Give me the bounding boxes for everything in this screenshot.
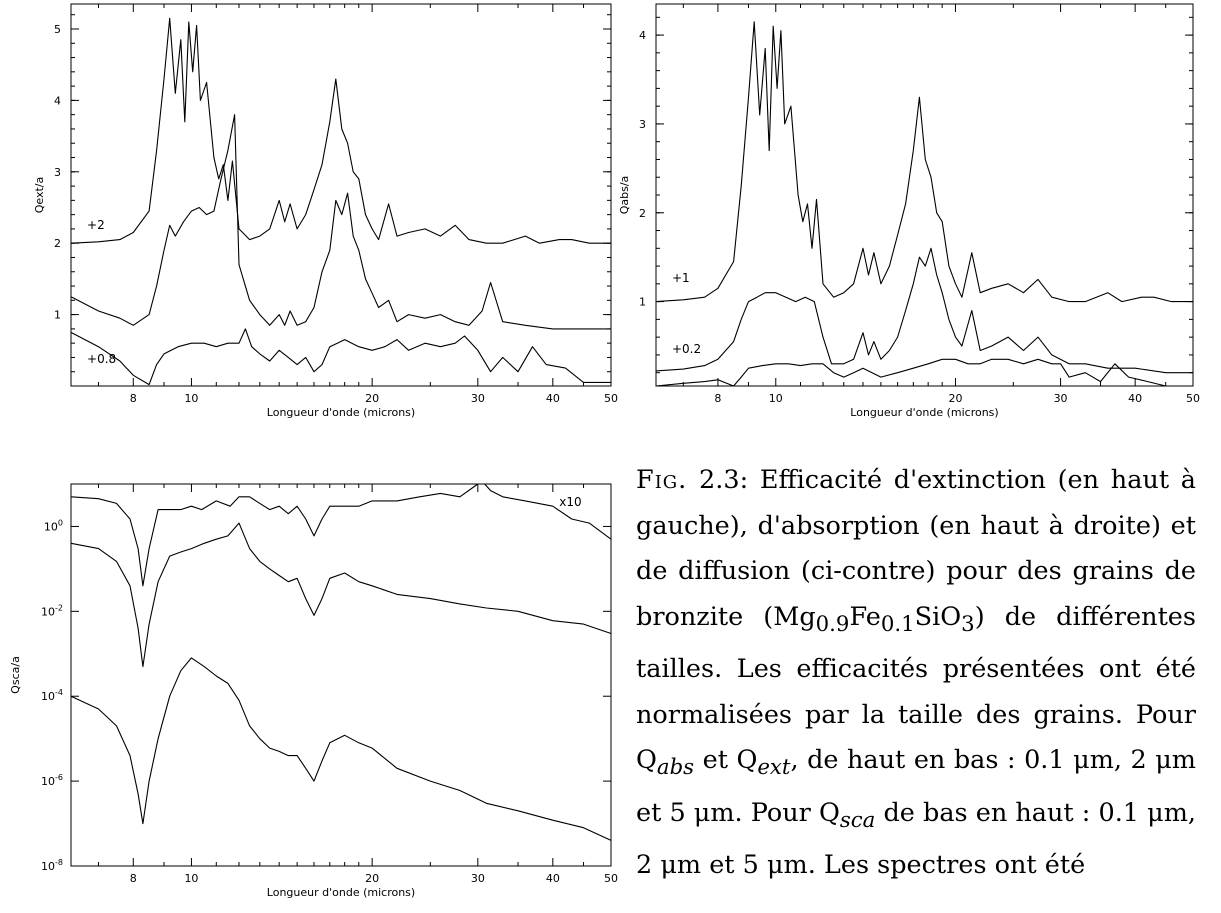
abs-x-tick-label: 40 [1128,392,1142,405]
ext-x-tick-label: 40 [546,392,560,405]
sca-y-axis-label: Qsca/a [9,656,22,694]
ext-y-tick-label: 2 [54,237,61,250]
abs-y-tick-label: 1 [639,296,646,309]
abs-series-2-line [655,247,1193,374]
ext-annotation: +2 [87,218,105,232]
caption-sub: abs [656,755,695,781]
figure-caption: Fig. 2.3: Efficacité d'extinction (en ha… [636,458,1196,889]
sca-x-tick-label: 30 [471,872,485,885]
ext-y-axis-label: Qext/a [33,177,46,214]
abs-x-tick-label: 8 [714,392,721,405]
sca-x-tick-label: 20 [365,872,379,885]
caption-text: de bas en haut : 0.1 μm, 2 μm et 5 μm. L… [636,797,1196,881]
ext-x-tick-label: 30 [471,392,485,405]
ext-x-axis-label: Longueur d'onde (microns) [267,406,415,419]
abs-annotation: +1 [672,271,690,285]
sca-y-tick-label: 10-8 [41,858,63,873]
ext-y-tick-label: 5 [54,23,61,36]
ext-series-1-line [70,17,611,244]
ext-y-tick-label: 3 [54,166,61,179]
sca-x-tick-label: 40 [546,872,560,885]
sca-y-tick-label: 10-6 [41,773,63,788]
abs-plot-frame [655,3,1194,387]
sca-x-tick-label: 50 [604,872,618,885]
ext-x-tick-label: 20 [365,392,379,405]
abs-x-tick-label: 20 [948,392,962,405]
ext-x-tick-label: 50 [604,392,618,405]
abs-x-tick-label: 50 [1186,392,1200,405]
caption-text: Efficacité d'extinction (en haut à gauch… [636,465,1197,632]
caption-text: Fe [849,601,881,632]
ext-annotation: +0.8 [87,352,116,366]
abs-series-3-line [655,358,1193,387]
abs-y-tick-label: 2 [639,207,646,220]
sca-y-tick-label: 10-2 [41,603,63,618]
sca-series-2-line [70,522,612,668]
sca-x-tick-label: 8 [130,872,137,885]
sca-y-tick-label: 100 [44,518,63,533]
sca-annotation: x10 [559,495,581,509]
abs-x-tick-label: 10 [769,392,783,405]
caption-sub: 3 [961,611,975,637]
abs-x-tick-label: 30 [1054,392,1068,405]
abs-y-tick-label: 4 [639,29,646,42]
caption-sub: ext [757,755,791,781]
caption-sub: 0.1 [880,611,915,637]
abs-y-tick-label: 3 [639,118,646,131]
ext-x-tick-label: 8 [130,392,137,405]
caption-text: et Q [694,745,758,776]
sca-series-3-line [70,657,612,841]
sca-y-tick-label: 10-4 [41,688,63,703]
abs-annotation: +0.2 [672,342,701,356]
abs-y-axis-label: Qabs/a [618,176,631,215]
caption-sub: sca [839,807,876,833]
caption-fig-label: Fig. [636,465,688,495]
ext-series-3-line [70,328,611,386]
caption-fig-number: 2.3: [699,465,749,495]
caption-text: , de haut en bas : 0.1 μm, 2 μm et 5 μm.… [636,745,1196,828]
sca-plot-frame [70,483,612,867]
abs-series-1-line [655,21,1193,303]
abs-x-axis-label: Longueur d'onde (microns) [850,406,998,419]
caption-sub: 0.9 [815,611,850,637]
ext-y-tick-label: 1 [54,309,61,322]
ext-y-tick-label: 4 [54,94,61,107]
caption-text: SiO [914,601,962,632]
ext-x-tick-label: 10 [184,392,198,405]
sca-x-tick-label: 10 [184,872,198,885]
ext-series-2-line [70,114,611,330]
sca-x-axis-label: Longueur d'onde (microns) [267,886,415,899]
ext-plot-frame [70,3,612,387]
caption-text: ) de différentes tailles. Les efficacité… [636,601,1196,776]
sca-series-1-line [70,483,612,587]
